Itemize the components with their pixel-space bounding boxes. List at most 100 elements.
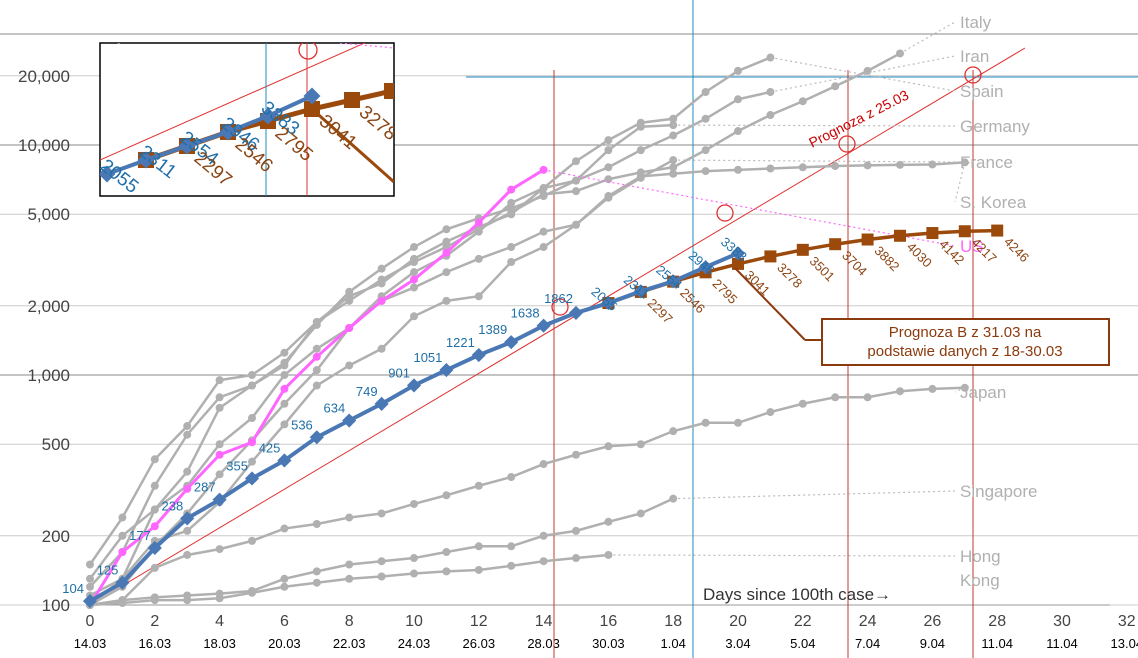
series-point [150, 563, 159, 572]
series-point [669, 114, 678, 123]
date-tick-label: 30.03 [592, 636, 625, 651]
series-point [636, 172, 645, 181]
y-tick-label: 20,000 [18, 67, 70, 86]
inset-poland-point [100, 165, 116, 183]
country-label: France [960, 153, 1013, 172]
series-point [86, 574, 94, 583]
poland-point [601, 295, 616, 311]
inset-poland-point [178, 137, 196, 155]
series-point [312, 352, 321, 361]
series-point [507, 473, 516, 482]
x-tick-label: 18 [664, 613, 682, 630]
series-point [183, 526, 192, 535]
x-axis-note: Days since 100th case→ [703, 585, 891, 604]
series-point [312, 344, 321, 353]
series-point [215, 594, 224, 603]
series-point [118, 547, 127, 556]
x-tick-label: 10 [405, 613, 423, 630]
date-tick-label: 16.03 [139, 636, 172, 651]
series-point [410, 243, 418, 252]
poland-point [698, 260, 713, 275]
series-point [377, 264, 386, 273]
poland-value-label: 104 [62, 581, 84, 596]
series-point [572, 526, 580, 535]
series-point [410, 499, 418, 508]
series-point [474, 227, 483, 236]
series-point [863, 393, 872, 402]
series-point [572, 554, 580, 563]
series-point [183, 484, 192, 493]
series-line-france [89, 158, 674, 597]
series-point [636, 440, 645, 449]
series-point [150, 455, 159, 464]
poland-point [212, 492, 227, 507]
callout-box [821, 318, 1110, 366]
series-point [280, 399, 289, 408]
series-point [701, 146, 710, 155]
series-point [604, 175, 613, 184]
series-point [474, 254, 483, 263]
series-point [507, 561, 516, 570]
series-point [215, 393, 224, 402]
series-point [377, 572, 386, 581]
series-point [734, 95, 742, 104]
series-point [539, 227, 548, 236]
date-tick-label: 9.04 [920, 636, 945, 651]
poland-point [180, 511, 195, 526]
poland-point [406, 378, 422, 393]
x-axis: 0 14.03 2 16.03 4 18.03 6 20.03 8 22.03 10 24.03 12 2… [74, 604, 1138, 651]
poland-value-label: 901 [388, 365, 410, 380]
forecast-b-value-label: 4246 [1001, 234, 1032, 265]
poland-value-label: 1862 [544, 291, 573, 306]
y-tick-label: 2,000 [27, 297, 70, 316]
forecast-line-label: Prognoza z 25.03 [806, 86, 911, 150]
series-point [377, 509, 386, 518]
series-point [280, 361, 289, 370]
y-tick-label: 10,000 [18, 136, 70, 155]
y-tick-label: 200 [42, 527, 70, 546]
country-label: Spain [960, 82, 1003, 101]
series-point [248, 588, 256, 597]
forecast-b-value-label: 3704 [839, 248, 870, 279]
country-label: Japan [960, 383, 1006, 402]
series-point [539, 243, 548, 252]
series-point [183, 596, 192, 605]
series-point [215, 440, 224, 449]
series-point [572, 220, 580, 229]
series-point [442, 225, 451, 234]
poland-point [536, 318, 551, 333]
inset-poland-point [259, 107, 277, 125]
date-tick-label: 5.04 [790, 636, 815, 651]
series-point [442, 248, 451, 257]
series-point [474, 292, 483, 301]
x-tick-label: 14 [535, 613, 553, 630]
series-point [345, 361, 354, 370]
inset-forecast-point [304, 101, 320, 117]
series-point [215, 376, 224, 385]
date-tick-label: 11.04 [981, 636, 1013, 651]
series-point [507, 243, 516, 252]
forecast-b-value-label: 2297 [645, 295, 676, 326]
x-tick-label: 30 [1053, 613, 1071, 630]
poland-point [342, 413, 357, 428]
series-point [572, 157, 580, 166]
series-point [377, 279, 386, 288]
inset-marker [298, 43, 318, 60]
series-point [507, 542, 516, 551]
country-label: Singapore [960, 482, 1038, 501]
forecast-b-point [991, 224, 1004, 237]
series-point [248, 457, 256, 466]
series-point [280, 524, 289, 533]
series-point [312, 567, 321, 576]
poland-point [730, 246, 746, 261]
series-point [248, 414, 256, 423]
series-point [604, 517, 613, 526]
series-point [928, 384, 937, 393]
x-tick-label: 4 [215, 613, 224, 630]
poland-value-label: 749 [356, 384, 378, 399]
series-point [410, 275, 418, 284]
poland-point [82, 594, 98, 609]
series-point [507, 198, 516, 207]
series-point [669, 131, 678, 140]
series-point [798, 399, 807, 408]
